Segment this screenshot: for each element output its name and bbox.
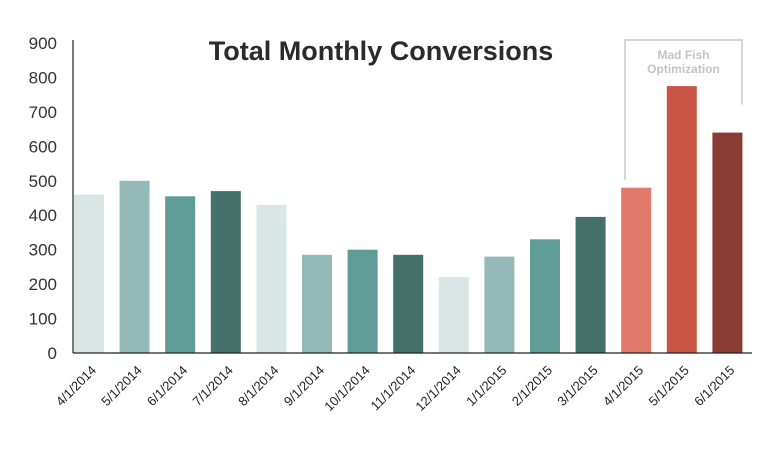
bar xyxy=(621,187,652,353)
x-tick-label: 1/1/2015 xyxy=(463,363,509,409)
y-tick-label: 600 xyxy=(29,137,57,156)
bar xyxy=(575,216,606,353)
bar xyxy=(256,204,287,353)
bar xyxy=(302,254,332,353)
bars xyxy=(74,86,743,353)
bar xyxy=(119,180,150,353)
bar xyxy=(165,196,196,353)
bar xyxy=(393,254,424,353)
y-tick-label: 900 xyxy=(29,34,57,53)
x-tick-label: 7/1/2014 xyxy=(190,363,236,409)
y-tick-label: 500 xyxy=(29,172,57,191)
annotation-bracket-line xyxy=(624,39,743,180)
bar xyxy=(438,277,469,353)
y-axis-ticks: 0 100 200 300 400 500 600 700 800 900 xyxy=(29,34,57,363)
x-axis-ticks: 4/1/2014 5/1/2014 6/1/2014 7/1/2014 8/1/2014… xyxy=(53,363,738,415)
bar xyxy=(666,86,697,353)
x-tick-label: 11/1/2014 xyxy=(367,363,418,414)
x-tick-label: 6/1/2014 xyxy=(144,363,190,409)
bar xyxy=(347,249,378,353)
bar xyxy=(74,194,104,353)
x-tick-label: 8/1/2014 xyxy=(235,363,281,409)
x-tick-label: 3/1/2015 xyxy=(554,363,600,409)
bar xyxy=(530,239,560,353)
x-tick-label: 6/1/2015 xyxy=(691,363,737,409)
x-tick-label: 10/1/2014 xyxy=(321,363,373,415)
bar xyxy=(210,191,241,353)
bar xyxy=(484,256,515,353)
x-tick-label: 12/1/2014 xyxy=(412,363,464,415)
y-tick-label: 400 xyxy=(29,206,57,225)
bar xyxy=(712,132,743,353)
annotation-label-line1: Mad Fish xyxy=(657,48,709,62)
annotation-label-line2: Optimization xyxy=(647,62,720,76)
y-tick-label: 100 xyxy=(29,310,57,329)
x-tick-label: 4/1/2015 xyxy=(600,363,646,409)
x-tick-label: 5/1/2014 xyxy=(98,363,144,409)
x-tick-label: 5/1/2015 xyxy=(646,363,692,409)
y-tick-label: 0 xyxy=(48,344,57,363)
annotation-bracket: Mad Fish Optimization xyxy=(624,39,743,180)
y-tick-label: 700 xyxy=(29,103,57,122)
x-tick-label: 2/1/2015 xyxy=(509,363,555,409)
y-tick-label: 800 xyxy=(29,68,57,87)
chart-title: Total Monthly Conversions xyxy=(209,36,554,66)
x-tick-label: 4/1/2014 xyxy=(53,363,99,409)
x-tick-label: 9/1/2014 xyxy=(281,363,327,409)
y-tick-label: 300 xyxy=(29,241,57,260)
y-tick-label: 200 xyxy=(29,275,57,294)
